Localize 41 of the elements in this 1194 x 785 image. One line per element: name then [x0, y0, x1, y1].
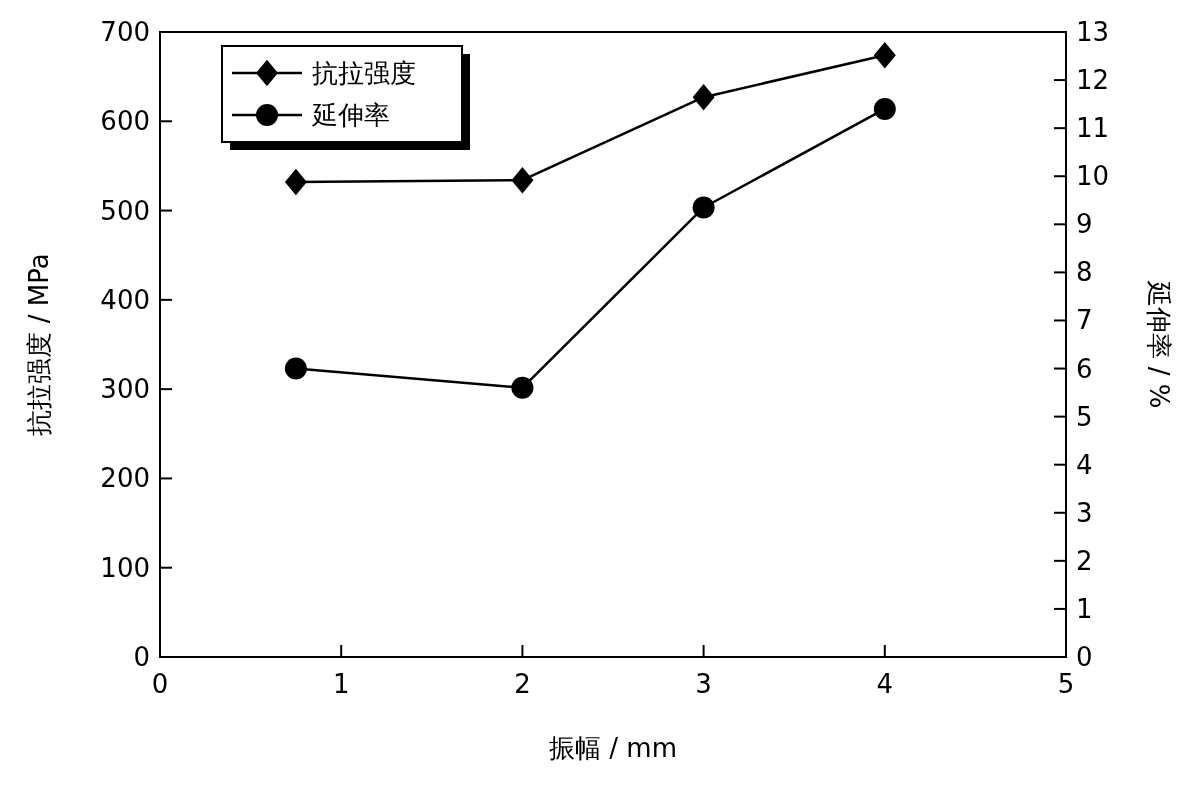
y-tick-label: 0: [133, 642, 150, 672]
y2-tick-label: 9: [1076, 209, 1093, 240]
y2-tick-label: 4: [1076, 449, 1093, 480]
point: [873, 97, 896, 120]
x-tick-label: 3: [695, 669, 712, 699]
x-tick-label: 4: [876, 669, 894, 699]
point: [692, 196, 715, 219]
y2-tick-label: 7: [1076, 305, 1093, 336]
point: [284, 357, 307, 380]
legend-label: 抗拉强度: [312, 58, 416, 88]
x-tick-label: 1: [332, 669, 350, 699]
y2-tick-label: 13: [1076, 17, 1110, 47]
y-tick-label: 300: [100, 374, 150, 405]
y2-tick-label: 0: [1076, 642, 1093, 672]
point: [511, 376, 534, 399]
y-tick-label: 100: [100, 552, 150, 583]
x-tick-label: 2: [514, 669, 531, 699]
y2-tick-label: 1: [1076, 593, 1093, 624]
point: [284, 168, 307, 196]
point: [873, 42, 896, 69]
y2-tick-label: 8: [1076, 257, 1093, 288]
y-tick-label: 200: [100, 463, 150, 494]
y-tick-label: 600: [100, 106, 150, 137]
x-tick-label: 5: [1057, 669, 1075, 699]
y2-tick-label: 3: [1076, 497, 1093, 528]
x-axis-title: 振幅 / mm: [549, 733, 677, 763]
y2-tick-label: 11: [1076, 113, 1110, 144]
y2-axis-title: 延伸率 / %: [1144, 279, 1174, 409]
y-axis-title: 抗拉强度 / MPa: [24, 253, 54, 436]
y2-tick-label: 5: [1076, 401, 1093, 432]
legend-label: 延伸率: [311, 100, 390, 130]
x-tick-label: 0: [151, 669, 169, 699]
y2-tick-label: 2: [1076, 545, 1093, 576]
y-tick-label: 500: [100, 195, 150, 226]
y-tick-label: 400: [100, 284, 150, 315]
y2-tick-label: 10: [1076, 161, 1110, 192]
y-tick-label: 700: [100, 17, 150, 47]
y2-tick-label: 6: [1076, 353, 1093, 384]
point: [511, 167, 534, 194]
point: [692, 83, 715, 111]
y2-tick-label: 12: [1076, 65, 1110, 96]
